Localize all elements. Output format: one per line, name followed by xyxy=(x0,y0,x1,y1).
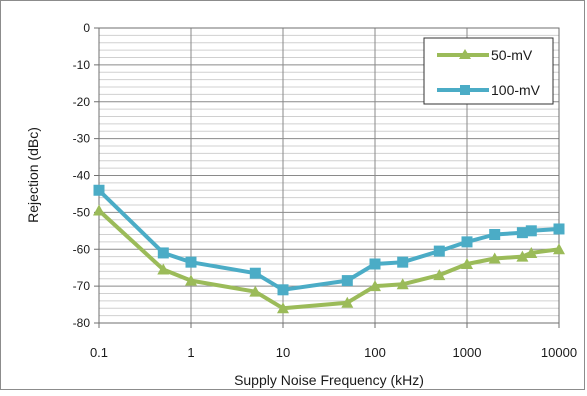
data-point-100mv xyxy=(249,267,261,279)
data-point-50mv xyxy=(553,243,565,255)
x-axis-ticks: 0.1 1 10 100 1000 10000 xyxy=(90,323,577,360)
y-tick-label: -50 xyxy=(73,205,91,219)
legend-marker-50mv xyxy=(459,49,471,59)
y-axis-ticks: 0 -10 -20 -30 -40 -50 -60 -70 -80 xyxy=(73,21,99,330)
data-point-50mv xyxy=(93,204,105,216)
y-axis-label: Rejection (dBc) xyxy=(25,127,41,223)
data-point-50mv xyxy=(396,278,409,290)
data-point-50mv xyxy=(461,258,473,269)
data-point-100mv xyxy=(341,275,353,287)
legend-box xyxy=(423,37,554,105)
data-point-100mv xyxy=(185,256,197,268)
data-point-50mv xyxy=(525,246,538,258)
legend-label-50mv: 50-mV xyxy=(491,47,533,63)
y-tick-label: -60 xyxy=(73,242,91,256)
y-tick-label: -20 xyxy=(73,95,91,109)
data-point-100mv xyxy=(157,247,169,259)
y-tick-label: 0 xyxy=(83,21,90,35)
data-point-50mv xyxy=(433,269,446,281)
data-point-100mv xyxy=(433,245,445,257)
series-line-50mv xyxy=(97,209,560,311)
data-point-50mv xyxy=(157,263,170,275)
y-tick-label: -10 xyxy=(73,58,91,72)
y-tick-label: -70 xyxy=(73,279,91,293)
x-tick-label: 0.1 xyxy=(90,345,108,360)
series-layer xyxy=(93,184,565,314)
data-point-100mv xyxy=(397,256,409,268)
data-point-100mv xyxy=(369,258,381,270)
data-point-100mv xyxy=(489,229,501,240)
data-point-100mv xyxy=(93,184,105,196)
x-tick-label: 100 xyxy=(364,345,386,360)
data-point-100mv xyxy=(516,227,528,239)
data-point-50mv xyxy=(277,302,289,314)
legend-label-100mv: 100-mV xyxy=(491,82,541,98)
y-tick-label: -30 xyxy=(73,132,91,146)
data-point-100mv xyxy=(277,284,289,296)
data-point-50mv xyxy=(369,280,381,292)
x-axis-label: Supply Noise Frequency (kHz) xyxy=(234,372,424,388)
data-point-100mv xyxy=(461,236,473,248)
data-point-50mv xyxy=(249,285,262,297)
legend: 50-mV 100-mV xyxy=(423,37,554,105)
x-tick-label: 1000 xyxy=(453,345,482,360)
x-tick-label: 1 xyxy=(187,345,194,360)
x-tick-label: 10 xyxy=(276,345,290,360)
x-tick-label: 10000 xyxy=(541,345,577,360)
data-point-50mv xyxy=(341,296,354,308)
y-tick-label: -40 xyxy=(73,169,91,183)
y-tick-label: -80 xyxy=(73,316,91,330)
data-point-50mv xyxy=(516,250,529,262)
data-point-50mv xyxy=(185,274,197,286)
legend-marker-100mv xyxy=(460,85,470,95)
data-point-100mv xyxy=(553,223,565,235)
data-point-100mv xyxy=(525,225,537,237)
data-point-50mv xyxy=(488,252,501,264)
